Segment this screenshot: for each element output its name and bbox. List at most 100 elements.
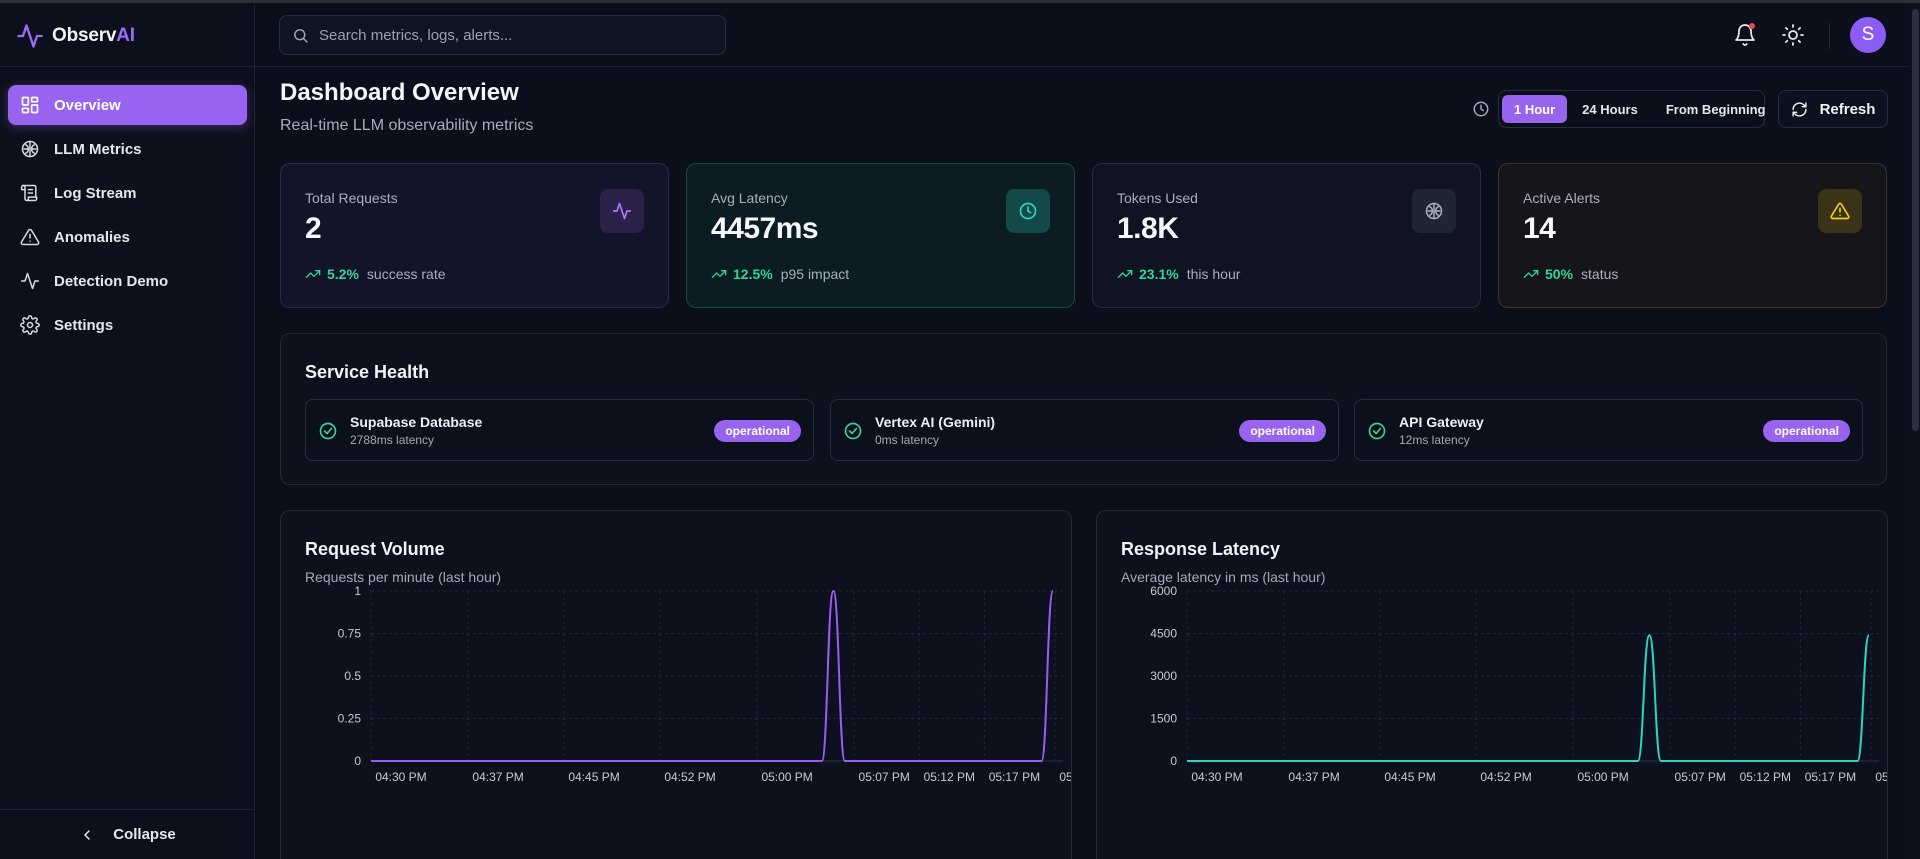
theme-toggle-button[interactable] <box>1781 23 1805 47</box>
stat-icon-box <box>600 189 644 233</box>
x-tick-label: 04:45 PM <box>568 770 619 784</box>
notification-dot <box>1749 23 1755 29</box>
sun-icon <box>1782 24 1804 46</box>
y-tick-label: 0.5 <box>344 669 361 683</box>
user-avatar[interactable]: S <box>1850 17 1886 53</box>
stat-icon-box <box>1006 189 1050 233</box>
range-1-hour[interactable]: 1 Hour <box>1502 95 1568 123</box>
search-input[interactable] <box>319 26 709 44</box>
stat-trend-note: p95 impact <box>780 266 850 282</box>
stat-trend: 50% status <box>1523 266 1618 282</box>
service-card-vertex-ai: Vertex AI (Gemini) 0ms latency operation… <box>830 399 1339 461</box>
x-tick-label: 05:00 PM <box>761 770 812 784</box>
search-icon <box>294 28 308 43</box>
y-tick-label: 1 <box>354 584 361 598</box>
y-tick-label: 1500 <box>1150 712 1177 726</box>
search-box[interactable] <box>279 15 726 55</box>
response-latency-chart: 6000 4500 3000 1500 0 04:30 PM 04:37 PM 04:45 P… <box>1096 510 1888 859</box>
y-tick-label: 4500 <box>1150 627 1177 641</box>
page-subtitle: Real-time LLM observability metrics <box>280 117 534 134</box>
sidebar-item-label: Anomalies <box>54 228 130 246</box>
y-tick-label: 6000 <box>1150 584 1177 598</box>
notifications-button[interactable] <box>1733 23 1757 47</box>
sidebar-item-log-stream[interactable]: Log Stream <box>8 173 247 213</box>
sidebar: ObservAI Overview LLM Metrics Log Stream… <box>0 3 255 859</box>
refresh-icon <box>1791 101 1807 117</box>
x-tick-label: 05:12 PM <box>1740 770 1791 784</box>
refresh-button[interactable]: Refresh <box>1778 90 1888 128</box>
sidebar-item-label: Log Stream <box>54 184 137 202</box>
stat-card-tokens-used: Tokens Used 1.8K 23.1% this hour <box>1092 163 1481 308</box>
y-tick-label: 3000 <box>1150 669 1177 683</box>
service-latency: 2788ms latency <box>350 433 435 447</box>
activity-logo-icon <box>17 24 43 48</box>
x-tick-label: 05:25 PM <box>1875 770 1888 784</box>
stat-trend-percent: 5.2% <box>327 266 359 282</box>
sidebar-item-settings[interactable]: Settings <box>8 305 247 345</box>
collapse-label: Collapse <box>113 826 176 843</box>
trending-up-icon <box>1117 270 1133 278</box>
alert-triangle-icon <box>20 228 40 246</box>
request-volume-plot: 1 0.75 0.5 0.25 0 04:30 PM 04:37 PM 04:45 PM 04:… <box>338 584 1072 784</box>
request-volume-chart: 1 0.75 0.5 0.25 0 04:30 PM 04:37 PM 04:45 PM 04:… <box>280 510 1072 859</box>
stat-card-total-requests: Total Requests 2 5.2% success rate <box>280 163 669 308</box>
brand-logo[interactable]: ObservAI <box>16 21 135 51</box>
stat-card-avg-latency: Avg Latency 4457ms 12.5% p95 impact <box>686 163 1075 308</box>
scrollbar-thumb[interactable] <box>1912 9 1919 431</box>
sidebar-item-label: Detection Demo <box>54 272 169 290</box>
x-tick-label: 05:07 PM <box>1675 770 1726 784</box>
chart-title: Request Volume <box>305 539 445 559</box>
layout-dashboard-icon <box>21 96 39 114</box>
chart-title: Response Latency <box>1121 539 1281 559</box>
status-badge: operational <box>1763 420 1850 442</box>
toolbar-divider <box>1829 23 1830 49</box>
range-from-beginning[interactable]: From Beginning <box>1665 101 1766 117</box>
stat-trend: 12.5% p95 impact <box>711 266 849 282</box>
x-tick-label: 05:00 PM <box>1577 770 1628 784</box>
chevron-left-icon <box>84 829 90 840</box>
sidebar-item-anomalies[interactable]: Anomalies <box>8 217 247 257</box>
status-badge: operational <box>714 420 801 442</box>
stat-label: Avg Latency <box>711 190 788 206</box>
sidebar-item-detection-demo[interactable]: Detection Demo <box>8 261 247 301</box>
time-range-selector: 1 Hour 24 Hours From Beginning <box>1498 90 1765 128</box>
service-latency: 0ms latency <box>875 433 940 447</box>
x-tick-label: 05:12 PM <box>924 770 975 784</box>
bell-icon <box>1735 24 1755 46</box>
page-title: Dashboard Overview <box>280 79 519 106</box>
response-latency-plot: 6000 4500 3000 1500 0 04:30 PM 04:37 PM 04:45 P… <box>1150 584 1888 784</box>
stat-label: Total Requests <box>305 190 398 206</box>
stat-label: Tokens Used <box>1117 190 1198 206</box>
stat-trend-percent: 23.1% <box>1139 266 1179 282</box>
settings-gear-icon <box>20 315 40 335</box>
service-card-supabase: Supabase Database 2788ms latency operati… <box>305 399 814 461</box>
scrollbar-track <box>1910 3 1920 859</box>
service-name: Supabase Database <box>350 414 483 430</box>
sidebar-item-overview[interactable]: Overview <box>8 85 247 125</box>
collapse-button[interactable]: Collapse <box>0 809 255 859</box>
sidebar-item-label: Settings <box>54 316 114 334</box>
x-tick-label: 04:52 PM <box>1480 770 1531 784</box>
y-tick-label: 0 <box>1170 754 1177 768</box>
sidebar-item-llm-metrics[interactable]: LLM Metrics <box>8 129 247 169</box>
stat-trend: 5.2% success rate <box>305 266 446 282</box>
stat-trend-note: this hour <box>1186 266 1241 282</box>
x-tick-label: 04:37 PM <box>1288 770 1339 784</box>
chart-subtitle: Average latency in ms (last hour) <box>1121 569 1326 585</box>
top-bar: S <box>255 3 1920 67</box>
x-tick-label: 05:25 PM <box>1059 770 1072 784</box>
activity-icon <box>612 202 632 220</box>
stat-trend: 23.1% this hour <box>1117 266 1240 282</box>
chart-subtitle: Requests per minute (last hour) <box>305 569 502 585</box>
range-24-hours[interactable]: 24 Hours <box>1582 101 1638 117</box>
stat-trend-note: success rate <box>366 266 446 282</box>
stat-value: 4457ms <box>711 212 819 245</box>
clock-icon <box>1019 202 1037 220</box>
stat-value: 2 <box>305 212 322 245</box>
y-tick-label: 0 <box>354 754 361 768</box>
sidebar-item-label: Overview <box>54 96 121 114</box>
scroll-text-icon <box>20 184 38 202</box>
x-tick-label: 04:45 PM <box>1384 770 1435 784</box>
section-title: Service Health <box>305 362 430 382</box>
